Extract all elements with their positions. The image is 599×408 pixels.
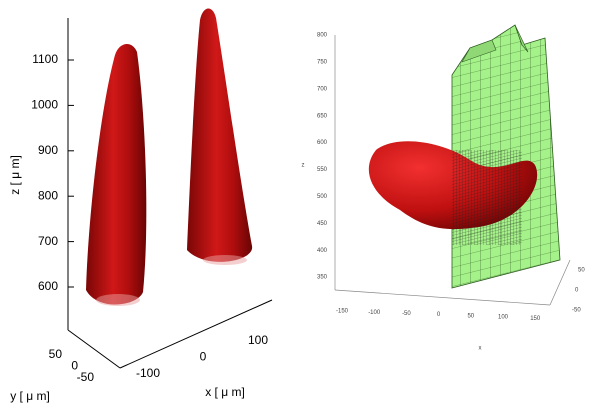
z-axis-label: z [ μ m] [8, 155, 22, 195]
z-tick-label: 350 [317, 275, 328, 281]
x-tick-label: -50 [402, 311, 411, 317]
z-tick-label: 500 [317, 194, 328, 200]
x-tick-label: -100 [136, 366, 160, 380]
z-tick-label: 1100 [32, 52, 58, 66]
z-tick-label: 900 [38, 143, 58, 157]
x-tick-label: 150 [530, 316, 541, 322]
y-axis [550, 260, 570, 305]
y-tick-label: 50 [49, 347, 63, 361]
x-axis [335, 290, 550, 305]
z-tick-label: 700 [317, 86, 328, 92]
x-tick-label: 0 [200, 350, 207, 364]
z-tick-label: 800 [38, 188, 58, 202]
fine-mesh [452, 150, 522, 245]
x-tick-label: -150 [336, 309, 349, 315]
z-tick-label: 650 [317, 113, 328, 119]
x-tick-label: 100 [498, 315, 509, 321]
cell-left [86, 44, 146, 305]
z-tick-label: 400 [317, 248, 328, 254]
y-tick-label: 0 [575, 288, 579, 294]
x-tick-label: 100 [248, 333, 268, 347]
y-tick-label: -50 [77, 370, 95, 384]
z-tick-label: 1000 [31, 98, 58, 112]
z-tick-label: 450 [317, 221, 328, 227]
figure: z [ μ m] y [ μ m] x [ μ m] z x 110010009… [0, 0, 599, 408]
z-tick-label: 550 [317, 167, 328, 173]
z-tick-label: 700 [38, 234, 58, 248]
cell-left-base [96, 294, 140, 306]
x-axis-label: x [479, 346, 482, 352]
x-tick-label: 0 [437, 312, 441, 318]
cell-right [187, 8, 252, 261]
y-tick-label: -50 [572, 308, 581, 314]
z-tick-label: 600 [38, 279, 58, 293]
x-tick-label: 50 [467, 313, 474, 319]
cell-right-base [203, 255, 247, 265]
z-tick-label: 800 [317, 33, 328, 39]
z-tick-label: 750 [317, 59, 328, 65]
z-axis-label: z [302, 163, 305, 169]
y-axis-label: y [ μ m] [10, 389, 50, 403]
z-tick-label: 600 [317, 140, 328, 146]
x-axis-label: x [ μ m] [205, 385, 245, 399]
x-tick-label: -100 [368, 310, 381, 316]
y-tick-label: 50 [578, 268, 585, 274]
